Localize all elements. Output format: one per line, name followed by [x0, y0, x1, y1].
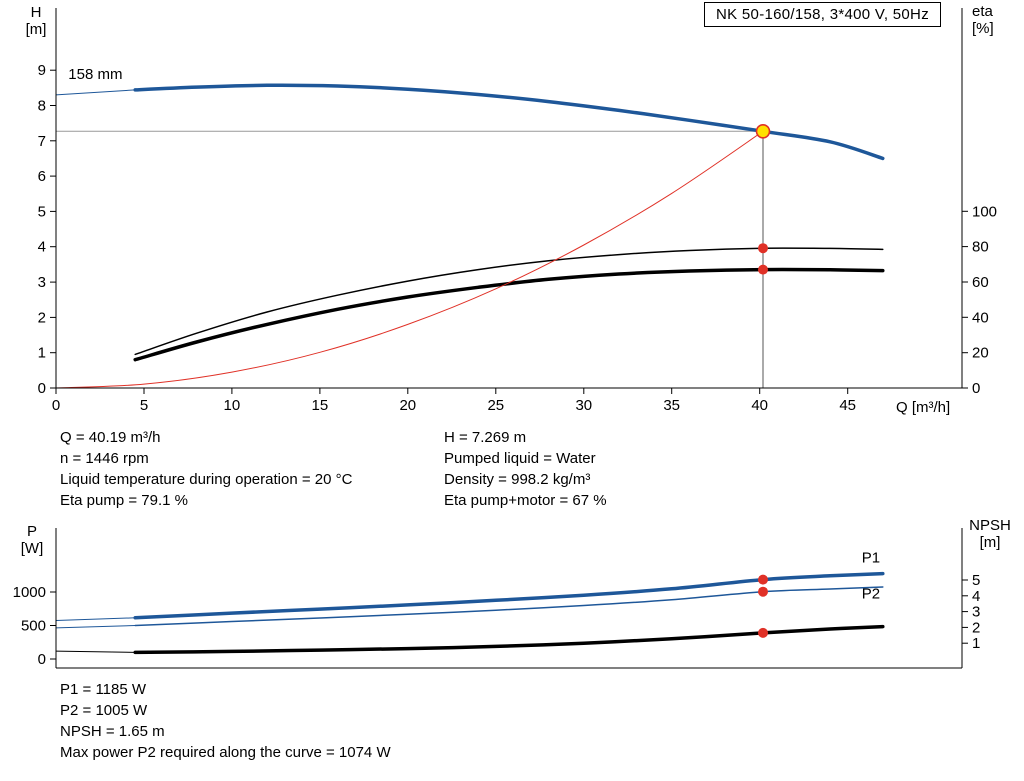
- power-info-column: P1 = 1185 W P2 = 1005 W NPSH = 1.65 m Ma…: [60, 679, 391, 763]
- right-tick-label: 80: [972, 239, 989, 256]
- left-tick-label: 8: [38, 98, 46, 115]
- x-tick-label: 15: [312, 397, 329, 414]
- npsh-axis-label: NPSH [m]: [969, 517, 1011, 551]
- flow-axis-label: Q [m³/h]: [896, 399, 951, 416]
- x-tick-label: 5: [140, 397, 148, 414]
- info-line-density: Density = 998.2 kg/m³: [444, 471, 591, 488]
- info-line-eta-pump: Eta pump = 79.1 %: [60, 492, 188, 509]
- x-tick-label: 35: [663, 397, 680, 414]
- p1-curve-lead: [55, 617, 136, 621]
- duty-point-marker: [755, 124, 771, 139]
- head-axis-label: H [m]: [25, 4, 47, 38]
- power-axis-label: P [W]: [20, 523, 44, 557]
- x-tick-label: 30: [575, 397, 592, 414]
- right-tick-label: 40: [972, 309, 989, 326]
- head-curve-158mm: [133, 83, 885, 161]
- x-tick-label: 10: [224, 397, 241, 414]
- right-tick-label: 1: [972, 635, 980, 652]
- left-tick-label: 0: [38, 651, 46, 668]
- eta-pump-motor-duty-dot: [758, 264, 768, 275]
- p2-curve-lead: [55, 625, 136, 629]
- info-line-p2: P2 = 1005 W: [60, 702, 148, 719]
- right-tick-label: 5: [972, 572, 980, 589]
- left-tick-label: 7: [38, 133, 46, 150]
- info-line-flow: Q = 40.19 m³/h: [60, 429, 161, 446]
- x-tick-label: 40: [751, 397, 768, 414]
- p1-curve: [133, 571, 885, 620]
- eta-pump-curve: [134, 247, 884, 356]
- info-line-eta-pump-motor: Eta pump+motor = 67 %: [444, 492, 607, 509]
- x-tick-label: 0: [52, 397, 60, 414]
- p1-curve-label: P1: [862, 550, 880, 567]
- info-line-pumped-liquid: Pumped liquid = Water: [444, 450, 596, 467]
- left-tick-label: 3: [38, 274, 46, 291]
- right-tick-label: 100: [972, 203, 997, 220]
- left-tick-label: 1000: [13, 584, 46, 601]
- npsh-curve: [133, 624, 885, 655]
- x-tick-label: 25: [487, 397, 504, 414]
- x-tick-label: 20: [399, 397, 416, 414]
- impeller-size-label: 158 mm: [68, 66, 122, 83]
- left-tick-label: 9: [38, 62, 46, 79]
- pump-title-box: NK 50-160/158, 3*400 V, 50Hz: [704, 2, 941, 27]
- right-tick-label: 3: [972, 604, 980, 621]
- head-curve-lead: [55, 89, 136, 96]
- info-line-liquid-temperature: Liquid temperature during operation = 20…: [60, 471, 353, 488]
- right-tick-label: 4: [972, 588, 980, 605]
- npsh-duty-dot: [758, 627, 768, 638]
- left-tick-label: 2: [38, 309, 46, 326]
- duty-info-left-column: Q = 40.19 m³/h n = 1446 rpm Liquid tempe…: [60, 427, 352, 511]
- info-line-speed: n = 1446 rpm: [60, 450, 149, 467]
- right-tick-label: 60: [972, 274, 989, 291]
- left-tick-label: 1: [38, 345, 46, 362]
- p2-duty-dot: [758, 586, 768, 597]
- left-tick-label: 6: [38, 168, 46, 185]
- info-line-max-p2: Max power P2 required along the curve = …: [60, 744, 391, 761]
- left-tick-label: 5: [38, 203, 46, 220]
- info-line-p1: P1 = 1185 W: [60, 681, 147, 698]
- right-tick-label: 2: [972, 619, 980, 636]
- system-curve: [55, 130, 764, 389]
- left-tick-label: 4: [38, 239, 46, 256]
- p1-duty-dot: [758, 574, 768, 585]
- left-tick-label: 0: [38, 380, 46, 397]
- info-line-npsh: NPSH = 1.65 m: [60, 723, 165, 740]
- duty-info-right-column: H = 7.269 m Pumped liquid = Water Densit…: [444, 427, 607, 511]
- p2-curve: [134, 586, 884, 627]
- x-tick-label: 45: [839, 397, 856, 414]
- info-line-head: H = 7.269 m: [444, 429, 527, 446]
- npsh-curve-lead: [55, 650, 136, 653]
- right-tick-label: 0: [972, 380, 980, 397]
- eta-pump-duty-dot: [758, 243, 768, 254]
- p2-curve-label: P2: [862, 586, 880, 603]
- right-tick-label: 20: [972, 345, 989, 362]
- left-tick-label: 500: [21, 618, 46, 635]
- eta-axis-label: eta [%]: [972, 3, 994, 37]
